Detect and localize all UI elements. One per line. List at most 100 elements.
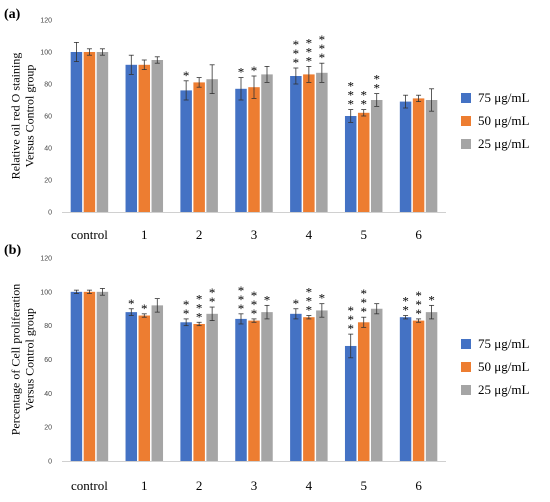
significance-star: * (251, 297, 258, 312)
y-tick-label: 120 (40, 256, 52, 263)
x-tick-label: 4 (306, 478, 313, 493)
y-tick-label: 80 (44, 82, 52, 89)
significance-star: * (141, 301, 148, 316)
bar (316, 310, 328, 461)
bar (370, 100, 383, 212)
legend-entry: 50 μg/mL (478, 359, 529, 374)
significance-star: * (306, 294, 313, 309)
significance-star: * (415, 297, 422, 312)
x-tick-label: control (71, 227, 108, 242)
significance-star: * (347, 312, 354, 327)
significance-star: * (402, 294, 409, 309)
significance-star: * (196, 300, 203, 315)
significance-star: * (319, 50, 326, 65)
legend-swatch (461, 116, 471, 126)
x-tick-label: 4 (306, 227, 313, 242)
bar (70, 291, 83, 461)
bar (425, 100, 438, 212)
bar (235, 88, 247, 212)
bar (193, 323, 205, 461)
significance-star: * (360, 97, 367, 112)
bar (290, 76, 302, 212)
x-tick-label: 1 (141, 227, 148, 242)
significance-star: * (373, 81, 380, 96)
y-tick-label: 100 (40, 289, 52, 296)
x-tick-label: 3 (251, 227, 258, 242)
bar (344, 116, 357, 212)
bar (412, 320, 425, 461)
x-tick-label: control (71, 478, 108, 493)
significance-star: * (238, 292, 245, 307)
bar (290, 313, 302, 461)
significance-star: * (251, 63, 258, 78)
significance-star: * (347, 303, 354, 318)
significance-star: * (360, 295, 367, 310)
significance-star: * (347, 97, 354, 112)
legend-entry: 75 μg/mL (478, 336, 529, 351)
significance-star: * (360, 304, 367, 319)
bar (125, 312, 138, 461)
legend-entry: 25 μg/mL (478, 382, 529, 397)
bar (151, 60, 164, 212)
significance-star: * (415, 306, 422, 321)
significance-star: * (319, 41, 326, 56)
bar (193, 82, 205, 213)
bar (151, 305, 164, 461)
significance-star: * (251, 306, 258, 321)
bar (138, 64, 151, 212)
significance-star: * (428, 292, 435, 307)
y-tick-label: 20 (44, 425, 52, 432)
bar (138, 315, 151, 461)
y-tick-label: 60 (44, 357, 52, 364)
x-tick-label: 6 (415, 478, 422, 493)
y-tick-label: 60 (44, 114, 52, 121)
significance-star: * (196, 291, 203, 306)
bar (412, 98, 425, 212)
bar (235, 318, 247, 461)
bar (248, 87, 260, 212)
bar (248, 320, 260, 461)
significance-star: * (293, 46, 300, 61)
legend-entry: 75 μg/mL (478, 90, 529, 105)
x-tick-label: 2 (196, 227, 203, 242)
y-tick-label: 40 (44, 146, 52, 153)
bar (370, 308, 383, 461)
significance-star: * (347, 79, 354, 94)
chart-panel-a: (a) Relative oil red O stainingVersus Con… (4, 7, 529, 242)
x-tick-label: 5 (360, 227, 367, 242)
panel-label: (b) (4, 243, 21, 258)
bar (206, 79, 218, 212)
x-tick-label: 5 (360, 478, 367, 493)
significance-star: * (209, 285, 216, 300)
legend-entry: 25 μg/mL (478, 136, 529, 151)
significance-star: * (209, 294, 216, 309)
significance-star: * (128, 296, 135, 311)
significance-star: * (306, 44, 313, 59)
bar (316, 72, 328, 212)
significance-star: * (360, 88, 367, 103)
significance-star: * (238, 301, 245, 316)
panel-label: (a) (4, 7, 21, 22)
significance-star: * (319, 291, 326, 306)
bar (261, 74, 273, 213)
significance-star: * (360, 286, 367, 301)
significance-star: * (306, 35, 313, 50)
legend-entry: 50 μg/mL (478, 113, 529, 128)
bar (425, 312, 438, 461)
y-axis-label: Percentage of Cell proliferationVersus C… (9, 284, 37, 436)
significance-star: * (183, 297, 190, 312)
significance-star: * (306, 303, 313, 318)
significance-star: * (183, 68, 190, 83)
legend-swatch (461, 362, 471, 372)
legend-swatch (461, 139, 471, 149)
y-tick-label: 0 (48, 210, 52, 217)
y-tick-label: 0 (48, 459, 52, 466)
significance-star: * (347, 321, 354, 336)
y-tick-label: 40 (44, 391, 52, 398)
significance-star: * (415, 288, 422, 303)
chart-panel-b: (b) Percentage of Cell proliferationVersu… (4, 243, 529, 493)
y-tick-label: 120 (40, 18, 52, 25)
bar (70, 52, 83, 212)
significance-star: * (306, 285, 313, 300)
